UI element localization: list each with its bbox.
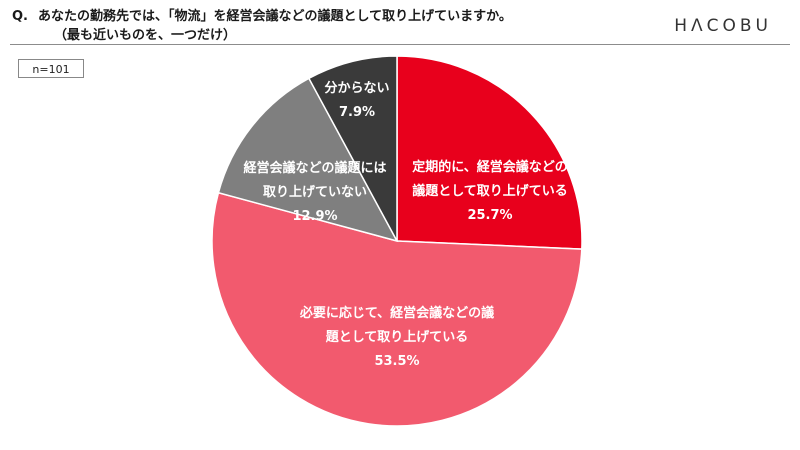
question-prefix: Q.	[12, 9, 28, 24]
header-divider	[10, 44, 790, 45]
slice-value-label-0: 25.7%	[467, 208, 512, 223]
slice-category-label-3: 分からない	[324, 80, 389, 96]
slice-value-label-1: 53.5%	[374, 354, 419, 369]
sample-size-badge: n=101	[18, 59, 84, 78]
slice-category-label-1: 必要に応じて、経営会議などの議	[299, 305, 494, 321]
brand-logo: HΛCOBU	[674, 16, 772, 36]
slice-category-label-1: 題として取り上げている	[326, 329, 469, 345]
slice-value-label-3: 7.9%	[339, 105, 375, 120]
pie-slice-1	[211, 191, 583, 427]
pie-slice-2	[217, 77, 399, 243]
question-line2: （最も近いものを、一つだけ）	[54, 28, 237, 43]
slice-category-label-0: 定期的に、経営会議などの	[411, 159, 568, 175]
question-text: Q. あなたの勤務先では、「物流」を経営会議などの議題として取り上げていますか。	[12, 5, 512, 24]
pie-slice-0	[396, 55, 583, 250]
slice-value-label-2: 12.9%	[292, 209, 337, 224]
slice-category-label-0: 議題として取り上げている	[412, 183, 568, 199]
slice-category-label-2: 取り上げていない	[263, 184, 367, 200]
pie-slice-3	[307, 55, 398, 242]
slice-category-label-2: 経営会議などの議題には	[243, 160, 386, 176]
question-line1: あなたの勤務先では、「物流」を経営会議などの議題として取り上げていますか。	[38, 9, 512, 24]
